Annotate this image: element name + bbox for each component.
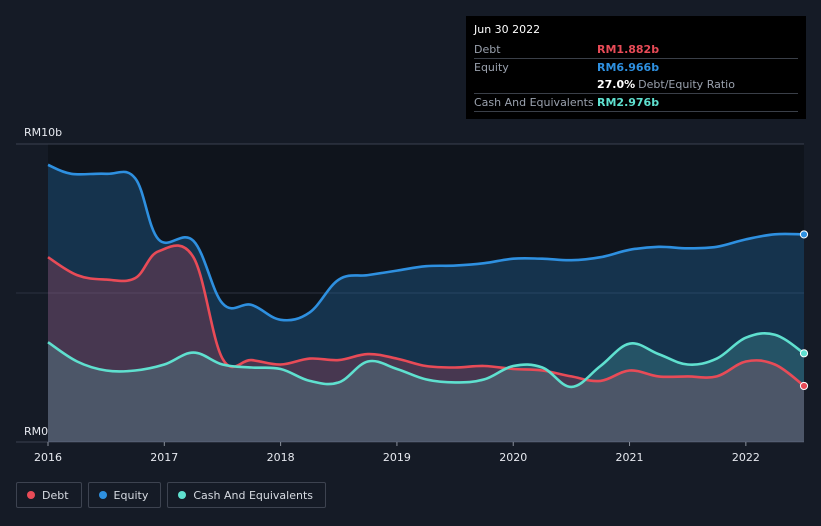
area-cash-and-equivalents (48, 333, 804, 442)
legend-item-cash[interactable]: Cash And Equivalents (167, 482, 326, 508)
x-tick-label-2021: 2021 (616, 451, 644, 464)
legend-dot-debt (27, 491, 35, 499)
tooltip-ratio-row: 27.0% Debt/Equity Ratio (474, 76, 798, 94)
y-axis-top-label: RM10b (24, 126, 62, 139)
chart-legend: Debt Equity Cash And Equivalents (16, 482, 326, 508)
area-debt (48, 245, 804, 442)
x-tick-label-2020: 2020 (499, 451, 527, 464)
tooltip-ratio-label: Debt/Equity Ratio (638, 78, 735, 91)
legend-label-equity: Equity (113, 488, 149, 502)
end-marker-debt (799, 381, 809, 391)
tooltip-date: Jun 30 2022 (474, 23, 541, 36)
tooltip-cash-value: RM2.976b (597, 96, 660, 109)
tooltip-debt-row: Debt RM1.882b (474, 41, 798, 59)
end-marker-cash-and-equivalents (799, 349, 809, 358)
x-tick-label-2019: 2019 (383, 451, 411, 464)
end-marker-equity (799, 230, 809, 239)
legend-dot-equity (98, 491, 107, 499)
x-tick-label-2018: 2018 (267, 451, 295, 464)
tooltip-cash-row: Cash And Equivalents RM2.976b (474, 94, 798, 112)
tooltip-debt-label: Debt (474, 43, 501, 56)
tooltip-debt-value: RM1.882b (597, 43, 660, 56)
data-tooltip: Jun 30 2022 Debt RM1.882b Equity RM6.966… (466, 16, 806, 119)
tooltip-equity-value: RM6.966b (597, 61, 660, 74)
x-tick-label-2016: 2016 (34, 451, 62, 464)
legend-label-debt: Debt (42, 488, 69, 502)
legend-dot-cash (178, 491, 187, 499)
tooltip-equity-label: Equity (474, 61, 509, 74)
legend-item-debt[interactable]: Debt (16, 482, 82, 508)
tooltip-cash-label: Cash And Equivalents (474, 96, 594, 109)
legend-label-cash: Cash And Equivalents (193, 488, 313, 502)
line-debt (47, 244, 805, 387)
line-equity (47, 163, 805, 322)
tooltip-equity-row: Equity RM6.966b (474, 59, 798, 76)
tooltip-ratio-value: 27.0% (597, 78, 636, 91)
x-tick-label-2022: 2022 (732, 451, 760, 464)
x-tick-label-2017: 2017 (150, 451, 178, 464)
y-axis-bottom-label: RM0 (24, 425, 48, 438)
area-equity (48, 164, 804, 442)
line-cash-and-equivalents (47, 331, 805, 389)
legend-item-equity[interactable]: Equity (87, 482, 162, 508)
